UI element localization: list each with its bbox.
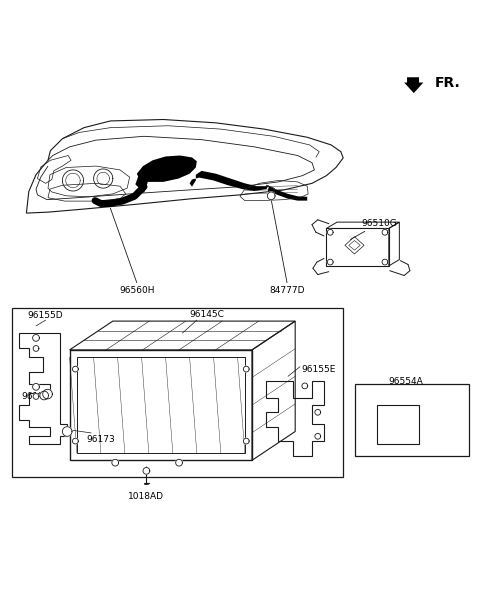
Polygon shape bbox=[62, 426, 72, 436]
Polygon shape bbox=[135, 174, 148, 193]
Bar bbox=[12, 308, 343, 477]
Polygon shape bbox=[176, 459, 182, 466]
Polygon shape bbox=[315, 434, 321, 439]
Polygon shape bbox=[33, 394, 39, 400]
Polygon shape bbox=[40, 391, 48, 400]
Polygon shape bbox=[268, 186, 307, 201]
Text: 84777D: 84777D bbox=[269, 286, 305, 295]
Text: 96155E: 96155E bbox=[301, 365, 336, 374]
Text: 96155D: 96155D bbox=[28, 311, 63, 320]
Polygon shape bbox=[267, 192, 275, 199]
Text: 96554A: 96554A bbox=[388, 377, 423, 386]
Polygon shape bbox=[382, 229, 388, 235]
Polygon shape bbox=[33, 335, 39, 341]
Polygon shape bbox=[190, 171, 269, 191]
Text: 96173: 96173 bbox=[22, 392, 50, 401]
Polygon shape bbox=[33, 383, 39, 390]
Text: 1018AD: 1018AD bbox=[129, 492, 164, 501]
Text: 96145C: 96145C bbox=[189, 310, 224, 319]
Polygon shape bbox=[382, 259, 388, 265]
Text: 96560H: 96560H bbox=[119, 286, 155, 295]
Polygon shape bbox=[72, 438, 78, 444]
Polygon shape bbox=[243, 438, 249, 444]
Polygon shape bbox=[315, 410, 321, 415]
Polygon shape bbox=[327, 229, 333, 235]
Polygon shape bbox=[243, 366, 249, 372]
Polygon shape bbox=[33, 346, 39, 352]
Polygon shape bbox=[404, 77, 423, 93]
Polygon shape bbox=[143, 467, 150, 474]
Text: 96173: 96173 bbox=[86, 435, 115, 444]
Polygon shape bbox=[137, 156, 197, 182]
Bar bbox=[377, 404, 419, 444]
Polygon shape bbox=[302, 383, 308, 389]
Text: 96510G: 96510G bbox=[361, 219, 397, 228]
Polygon shape bbox=[327, 259, 333, 265]
Polygon shape bbox=[43, 389, 52, 399]
Polygon shape bbox=[112, 459, 119, 466]
Text: FR.: FR. bbox=[434, 75, 460, 89]
Polygon shape bbox=[72, 366, 78, 372]
Bar bbox=[355, 383, 469, 455]
